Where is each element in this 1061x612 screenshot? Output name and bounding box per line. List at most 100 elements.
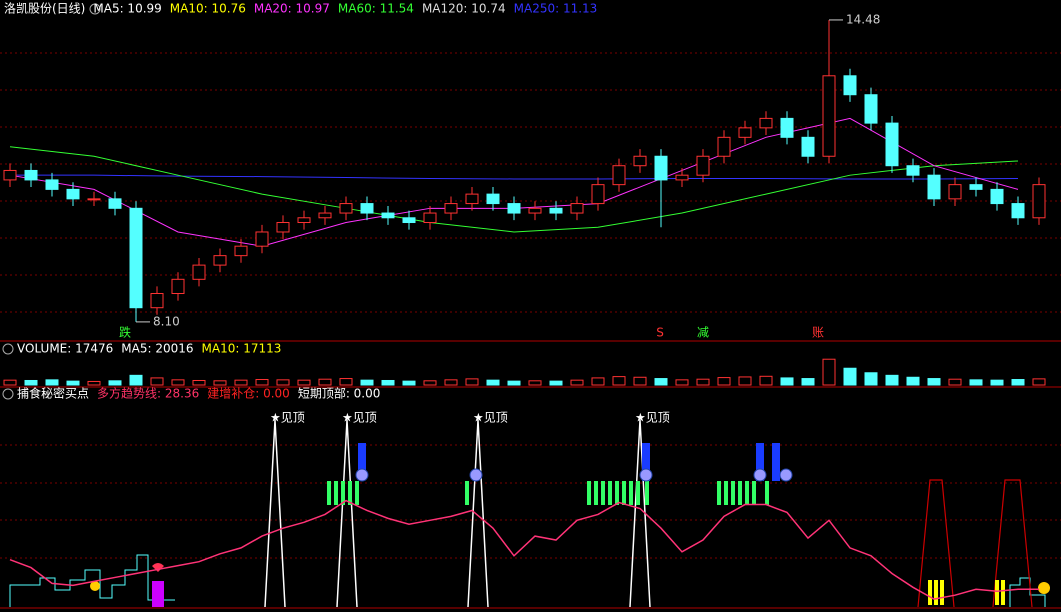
candle-body bbox=[45, 179, 59, 190]
volume-bar bbox=[1032, 378, 1046, 386]
volume-bar bbox=[990, 379, 1004, 386]
extreme-label: 14.48 bbox=[846, 12, 880, 26]
legend-item: 短期顶部: 0.00 bbox=[298, 386, 381, 401]
candle-body bbox=[402, 217, 416, 224]
candle-body bbox=[1011, 203, 1025, 219]
candle-body bbox=[990, 188, 1004, 205]
volume-bar bbox=[675, 379, 689, 386]
top-signal: ★见顶 bbox=[635, 411, 670, 425]
volume-bar bbox=[885, 374, 899, 386]
legend-item: MA120: 10.74 bbox=[422, 2, 506, 16]
volume-bar bbox=[801, 378, 815, 386]
candle-body bbox=[759, 117, 773, 129]
volume-bar bbox=[3, 379, 17, 386]
candle-body bbox=[717, 136, 731, 157]
legend-item: MA60: 11.54 bbox=[338, 2, 414, 16]
candle-body bbox=[87, 198, 101, 201]
candle-body bbox=[654, 155, 668, 181]
candle-body bbox=[969, 184, 983, 190]
candle-body bbox=[1032, 184, 1046, 219]
signal-label: 账 bbox=[812, 326, 824, 340]
candle-body bbox=[570, 203, 584, 214]
candle-body bbox=[3, 169, 17, 181]
candle-body bbox=[171, 278, 185, 295]
volume-bar bbox=[717, 377, 731, 386]
volume-bar bbox=[906, 376, 920, 386]
candle-body bbox=[213, 255, 227, 266]
candle-body bbox=[360, 203, 374, 214]
signal-label: 减 bbox=[697, 326, 709, 340]
candle-body bbox=[108, 198, 122, 209]
legend-item: 捕食秘密买点 bbox=[17, 386, 89, 401]
candle-body bbox=[339, 203, 353, 214]
legend-item: MA250: 11.13 bbox=[514, 2, 598, 16]
candle-body bbox=[906, 165, 920, 176]
volume-bar bbox=[150, 377, 164, 386]
volume-bar bbox=[654, 378, 668, 386]
volume-bar bbox=[780, 377, 794, 386]
volume-bar bbox=[927, 378, 941, 386]
trend-line bbox=[9, 499, 1039, 600]
volume-bar bbox=[87, 380, 101, 386]
volume-bar bbox=[381, 379, 395, 386]
top-signal: ★见顶 bbox=[473, 411, 508, 425]
candle-body bbox=[591, 184, 605, 205]
candle-body bbox=[864, 94, 878, 124]
volume-bar bbox=[129, 374, 143, 386]
panel-icons bbox=[2, 3, 101, 400]
volume-bar bbox=[633, 376, 647, 386]
candle-body bbox=[780, 117, 794, 138]
candle-body bbox=[297, 217, 311, 224]
candle-body bbox=[24, 169, 38, 181]
legend-item: MA5: 20016 bbox=[121, 342, 193, 356]
volume-bar bbox=[591, 377, 605, 386]
candle-body bbox=[927, 174, 941, 200]
candle-body bbox=[612, 165, 626, 186]
candle-body bbox=[129, 207, 143, 309]
candle-body bbox=[696, 155, 710, 176]
volume-bar bbox=[486, 379, 500, 386]
ma-line bbox=[9, 117, 1019, 247]
candle-body bbox=[423, 212, 437, 224]
volume-bar bbox=[171, 379, 185, 386]
candle-body bbox=[318, 212, 332, 219]
volume-bar bbox=[108, 380, 122, 386]
legend-item: MA10: 17113 bbox=[202, 342, 282, 356]
candle-body bbox=[66, 188, 80, 200]
candle-body bbox=[465, 193, 479, 205]
top-signal: ★见顶 bbox=[342, 411, 377, 425]
candle-body bbox=[549, 207, 563, 214]
volume-bar bbox=[822, 358, 836, 386]
volume-bar bbox=[402, 380, 416, 386]
volume-bar bbox=[528, 380, 542, 386]
volume-bar bbox=[759, 375, 773, 386]
signal-label: S bbox=[656, 326, 664, 340]
candle-body bbox=[885, 122, 899, 167]
candle-body bbox=[255, 231, 269, 247]
candle-body bbox=[843, 75, 857, 96]
volume-bar bbox=[948, 378, 962, 386]
volume-bar bbox=[423, 380, 437, 386]
volume-bar bbox=[444, 379, 458, 386]
top-signal: ★见顶 bbox=[270, 411, 305, 425]
candle-body bbox=[633, 155, 647, 167]
volume-bar bbox=[213, 380, 227, 386]
legend-item: 建增补仓: 0.00 bbox=[207, 387, 290, 401]
volume-bar bbox=[570, 379, 584, 386]
volume-bar bbox=[612, 376, 626, 386]
candle-body bbox=[486, 193, 500, 205]
volume-bar bbox=[696, 378, 710, 386]
candle-body bbox=[444, 203, 458, 214]
volume-bar bbox=[843, 367, 857, 386]
volume-bar bbox=[507, 380, 521, 386]
candle-body bbox=[822, 75, 836, 157]
candle-body bbox=[381, 212, 395, 219]
legend-item: 洛凯股份(日线) bbox=[4, 1, 85, 16]
volume-bar bbox=[864, 372, 878, 386]
volume-bar bbox=[66, 380, 80, 386]
volume-bar bbox=[738, 376, 752, 386]
candle-body bbox=[507, 203, 521, 214]
candle-body bbox=[738, 127, 752, 138]
legend-item: VOLUME: 17476 bbox=[17, 342, 113, 356]
volume-bar bbox=[339, 378, 353, 386]
